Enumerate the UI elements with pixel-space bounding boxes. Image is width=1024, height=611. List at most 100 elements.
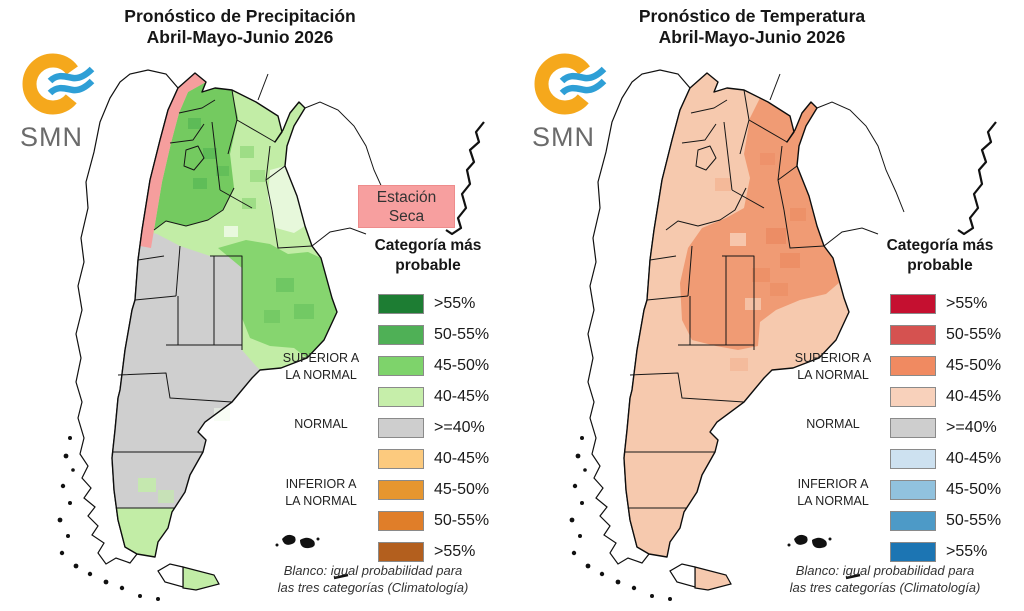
legend-label: 40-45% [434, 387, 490, 405]
precipitation-panel: Pronóstico de Precipitación Abril-Mayo-J… [0, 6, 512, 601]
legend-title: Categoría más probable [886, 237, 994, 274]
pixel-patches [138, 118, 314, 503]
legend-row: 40-45% [378, 443, 489, 474]
region-normal-gray [112, 230, 260, 508]
temperature-panel: Pronóstico de Temperatura Abril-Mayo-Jun… [512, 0, 1024, 611]
legend-label: >=40% [946, 418, 997, 436]
malvinas-islands-icon [275, 534, 320, 549]
legend-swatch [378, 510, 424, 531]
legend-row: >55% [378, 288, 489, 319]
malvinas-islands-icon [787, 534, 832, 549]
legend-swatch [890, 417, 936, 438]
legend-category-inferior: INFERIOR A LA NORMAL [285, 477, 357, 508]
temperature-legend: Categoría más probable SUPERIOR A LA NOR… [780, 236, 1024, 566]
legend-swatch [890, 541, 936, 562]
legend-swatch [378, 324, 424, 345]
legend-swatch [378, 355, 424, 376]
legend-category-normal: NORMAL [294, 417, 348, 431]
legend-row: 40-45% [378, 381, 489, 412]
dry-season-label: Estación Seca [358, 185, 455, 228]
climatology-note: Blanco: igual probabilidad para las tres… [789, 563, 981, 595]
region-climatology-white [268, 166, 305, 233]
smn-logo-icon [534, 53, 607, 115]
small-island-dash [845, 573, 861, 580]
region-above-normal-nw [154, 82, 238, 230]
legend-title: Categoría más probable [374, 237, 482, 274]
temperature-title-line1: Pronóstico de Temperatura [638, 6, 866, 26]
smn-logo-text: SMN [20, 122, 83, 152]
pixel-patches [715, 153, 806, 371]
brazil-coast-icon [445, 121, 485, 236]
legend-row: >55% [890, 288, 1001, 319]
legend-label: >55% [434, 294, 476, 312]
legend-swatch [378, 479, 424, 500]
smn-logo-text: SMN [532, 122, 595, 152]
legend-swatch [890, 448, 936, 469]
legend-row: 45-50% [890, 350, 1001, 381]
region-above-normal-east [218, 240, 337, 358]
legend-category-inferior: INFERIOR A LA NORMAL [797, 477, 869, 508]
province-borders [112, 89, 313, 509]
precipitation-title: Pronóstico de Precipitación Abril-Mayo-J… [0, 6, 480, 48]
precipitation-title-line2: Abril-Mayo-Junio 2026 [146, 27, 334, 47]
legend-row: 50-55% [890, 505, 1001, 536]
legend-label: 40-45% [946, 387, 1002, 405]
legend-swatch [378, 448, 424, 469]
legend-swatch [378, 386, 424, 407]
legend-label: 40-45% [434, 449, 490, 467]
province-borders [624, 89, 825, 509]
legend-label: >55% [946, 294, 988, 312]
legend-row: 40-45% [890, 443, 1001, 474]
legend-row: 45-50% [378, 474, 489, 505]
legend-label: 45-50% [434, 480, 490, 498]
archipelago-icon [57, 436, 160, 601]
wave-icon [47, 78, 95, 96]
legend-row: >55% [378, 536, 489, 567]
legend-row: 50-55% [890, 319, 1001, 350]
region-above-normal-accent [680, 98, 840, 350]
legend-label: 50-55% [946, 511, 1002, 529]
legend-swatch [378, 541, 424, 562]
legend-label: 45-50% [946, 356, 1002, 374]
region-dry-season-strip [140, 73, 206, 248]
argentina-precipitation-map [57, 69, 485, 601]
wave-icon [47, 66, 95, 84]
tierra-del-fuego-cl [157, 563, 184, 588]
temperature-title-line2: Abril-Mayo-Junio 2026 [658, 27, 846, 47]
legend-swatch [890, 386, 936, 407]
legend-swatch [890, 293, 936, 314]
argentina-outline [111, 72, 338, 558]
legend-label: >55% [434, 542, 476, 560]
precipitation-title-line1: Pronóstico de Precipitación [124, 6, 356, 26]
legend-label: 50-55% [434, 511, 490, 529]
temperature-title: Pronóstico de Temperatura Abril-Mayo-Jun… [512, 6, 992, 48]
legend-swatch [378, 293, 424, 314]
legend-label: 40-45% [946, 449, 1002, 467]
legend-label: 50-55% [946, 325, 1002, 343]
smn-logo: SMN [532, 52, 632, 151]
tierra-del-fuego-cl [669, 563, 696, 588]
legend-row: 45-50% [378, 350, 489, 381]
legend-label: 45-50% [434, 356, 490, 374]
tierra-del-fuego-ar [694, 566, 732, 591]
small-island-dash [333, 573, 349, 580]
legend-swatch [890, 510, 936, 531]
brazil-coast-icon [957, 121, 997, 236]
legend-label: 45-50% [946, 480, 1002, 498]
legend-category-normal: NORMAL [806, 417, 860, 431]
legend-row: 50-55% [378, 505, 489, 536]
argentina-temperature-map [569, 69, 997, 601]
legend-row: 50-55% [378, 319, 489, 350]
legend-swatch [378, 417, 424, 438]
legend-row: >=40% [890, 412, 1001, 443]
wave-icon [559, 66, 607, 84]
legend-row: >=40% [378, 412, 489, 443]
legend-row: 45-50% [890, 474, 1001, 505]
smn-logo-icon [22, 53, 95, 115]
legend-swatch [890, 355, 936, 376]
precipitation-legend: Categoría más probable SUPERIOR A LA NOR… [268, 236, 512, 566]
argentina-outline [623, 72, 850, 558]
tierra-del-fuego-ar [182, 566, 220, 591]
legend-rows: >55% 50-55% 45-50% 40-45% >=40% 40-45% 4… [378, 288, 489, 567]
